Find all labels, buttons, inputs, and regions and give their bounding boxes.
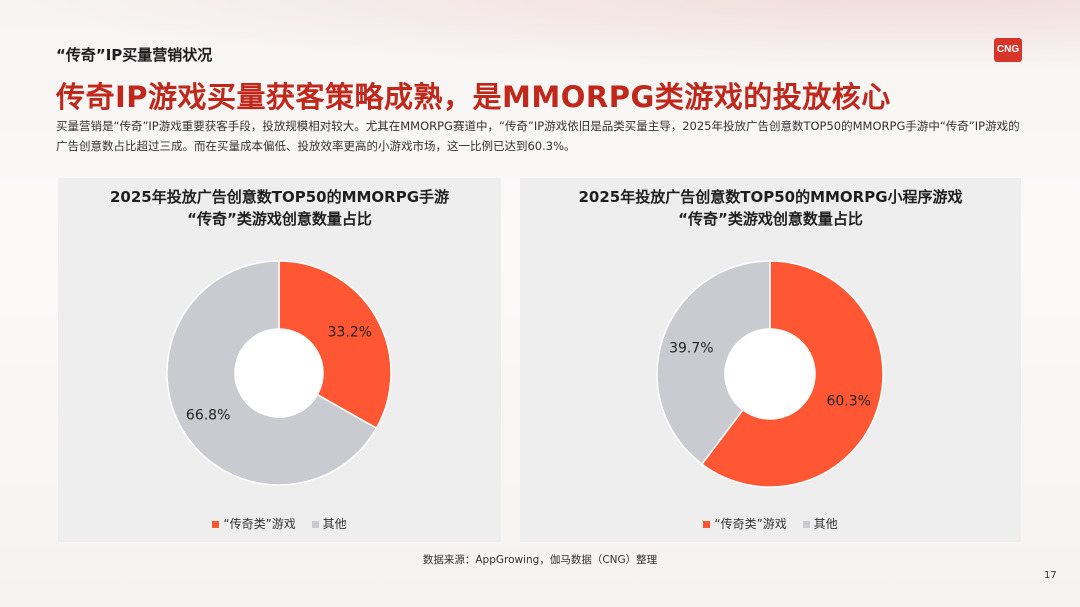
donut-chart-mmorpg-mobile: 33.2% 66.8% <box>166 260 392 486</box>
chart-panel-right: 2025年投放广告创意数TOP50的MMORPG小程序游戏 “传奇”类游戏创意数… <box>520 178 1021 542</box>
section-title: “传奇”IP买量营销状况 <box>56 46 213 64</box>
data-source: 数据来源：AppGrowing，伽马数据（CNG）整理 <box>422 554 658 566</box>
donut-hole <box>725 329 815 419</box>
legend-label: 其他 <box>813 517 838 531</box>
legend-item-legend-games: “传奇类”游戏 <box>212 515 296 532</box>
legend-swatch <box>311 521 319 528</box>
slice-value-label: 60.3% <box>826 393 870 409</box>
donut-hole <box>235 329 323 417</box>
chart-subtitle: “传奇”类游戏创意数量占比 <box>187 210 372 228</box>
legend-swatch <box>802 521 810 528</box>
legend-swatch <box>212 521 220 528</box>
chart-title: 2025年投放广告创意数TOP50的MMORPG小程序游戏 <box>578 188 963 206</box>
legend-item-other: 其他 <box>802 515 838 532</box>
chart-legend: “传奇类”游戏 其他 <box>58 515 501 532</box>
legend-label: “传奇类”游戏 <box>714 517 787 531</box>
cng-logo-icon: CNG <box>994 38 1022 62</box>
donut-chart-mmorpg-minigame: 60.3% 39.7% <box>656 260 884 488</box>
chart-legend: “传奇类”游戏 其他 <box>520 515 1021 532</box>
slice-value-label: 39.7% <box>669 341 713 357</box>
page-number: 17 <box>1044 570 1057 581</box>
chart-subtitle: “传奇”类游戏创意数量占比 <box>678 210 863 228</box>
legend-label: “传奇类”游戏 <box>223 517 296 531</box>
chart-title: 2025年投放广告创意数TOP50的MMORPG手游 <box>109 188 450 206</box>
page-headline: 传奇IP游戏买量获客策略成熟，是MMORPG类游戏的投放核心 <box>56 80 891 114</box>
intro-paragraph: 买量营销是“传奇”IP游戏重要获客手段，投放规模相对较大。尤其在MMORPG赛道… <box>56 119 1020 153</box>
slice-value-label: 33.2% <box>328 325 372 341</box>
legend-swatch <box>703 521 711 528</box>
background-glow <box>0 0 1080 70</box>
legend-item-other: 其他 <box>311 515 347 532</box>
legend-item-legend-games: “传奇类”游戏 <box>703 515 787 532</box>
legend-label: 其他 <box>322 517 347 531</box>
slice-value-label: 66.8% <box>186 407 230 423</box>
chart-panel-left: 2025年投放广告创意数TOP50的MMORPG手游 “传奇”类游戏创意数量占比… <box>58 178 501 542</box>
